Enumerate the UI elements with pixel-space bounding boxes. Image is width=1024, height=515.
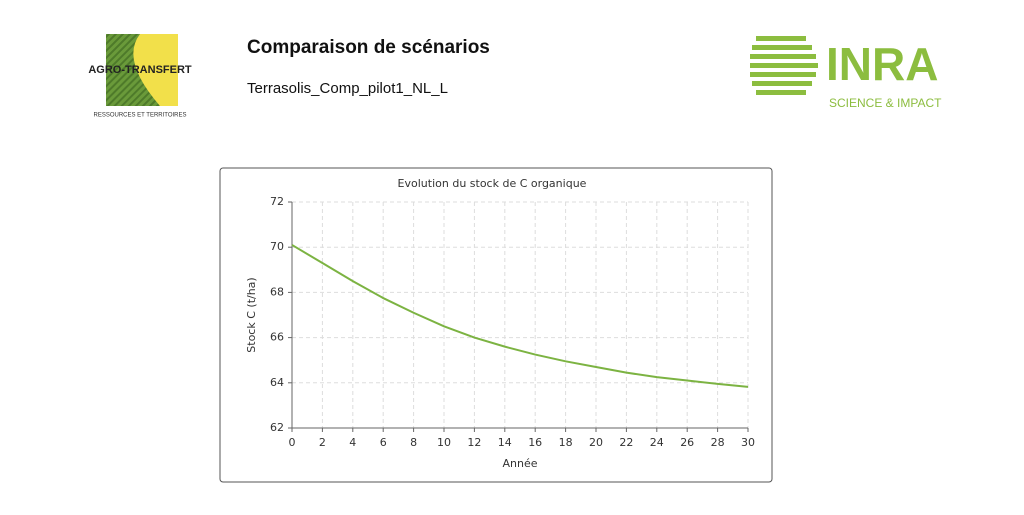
y-tick-label: 70 (270, 240, 284, 253)
x-tick-label: 10 (437, 436, 451, 449)
y-tick-label: 64 (270, 376, 284, 389)
y-tick-label: 66 (270, 331, 284, 344)
x-tick-label: 26 (680, 436, 694, 449)
inra-tagline: SCIENCE & IMPACT (829, 96, 942, 110)
x-tick-label: 24 (650, 436, 664, 449)
x-tick-label: 0 (289, 436, 296, 449)
x-tick-label: 18 (559, 436, 573, 449)
x-tick-label: 8 (410, 436, 417, 449)
plot-area (292, 202, 748, 428)
series-line (291, 244, 749, 388)
inra-name: INRA (826, 38, 938, 90)
agro-name: AGRO-TRANSFERT (88, 64, 192, 76)
x-tick-label: 22 (619, 436, 633, 449)
y-tick-label: 62 (270, 421, 284, 434)
x-tick-label: 12 (467, 436, 481, 449)
x-tick-label: 4 (349, 436, 356, 449)
y-tick-label: 72 (270, 195, 284, 208)
x-tick-label: 6 (380, 436, 387, 449)
agro-tagline: RESSOURCES ET TERRITOIRES (93, 113, 186, 119)
title: Comparaison de scénarios (247, 37, 490, 58)
x-tick-label: 28 (711, 436, 725, 449)
inra-logo (750, 36, 818, 95)
y-tick-label: 68 (270, 285, 284, 298)
x-tick-label: 14 (498, 436, 512, 449)
x-axis-label: Année (502, 457, 537, 470)
chart-title: Evolution du stock de C organique (398, 177, 587, 190)
agro-logo (106, 34, 178, 106)
x-tick-label: 2 (319, 436, 326, 449)
x-tick-label: 16 (528, 436, 542, 449)
subtitle: Terrasolis_Comp_pilot1_NL_L (247, 80, 448, 97)
x-tick-label: 30 (741, 436, 755, 449)
y-axis-label: Stock C (t/ha) (245, 277, 258, 352)
x-tick-label: 20 (589, 436, 603, 449)
